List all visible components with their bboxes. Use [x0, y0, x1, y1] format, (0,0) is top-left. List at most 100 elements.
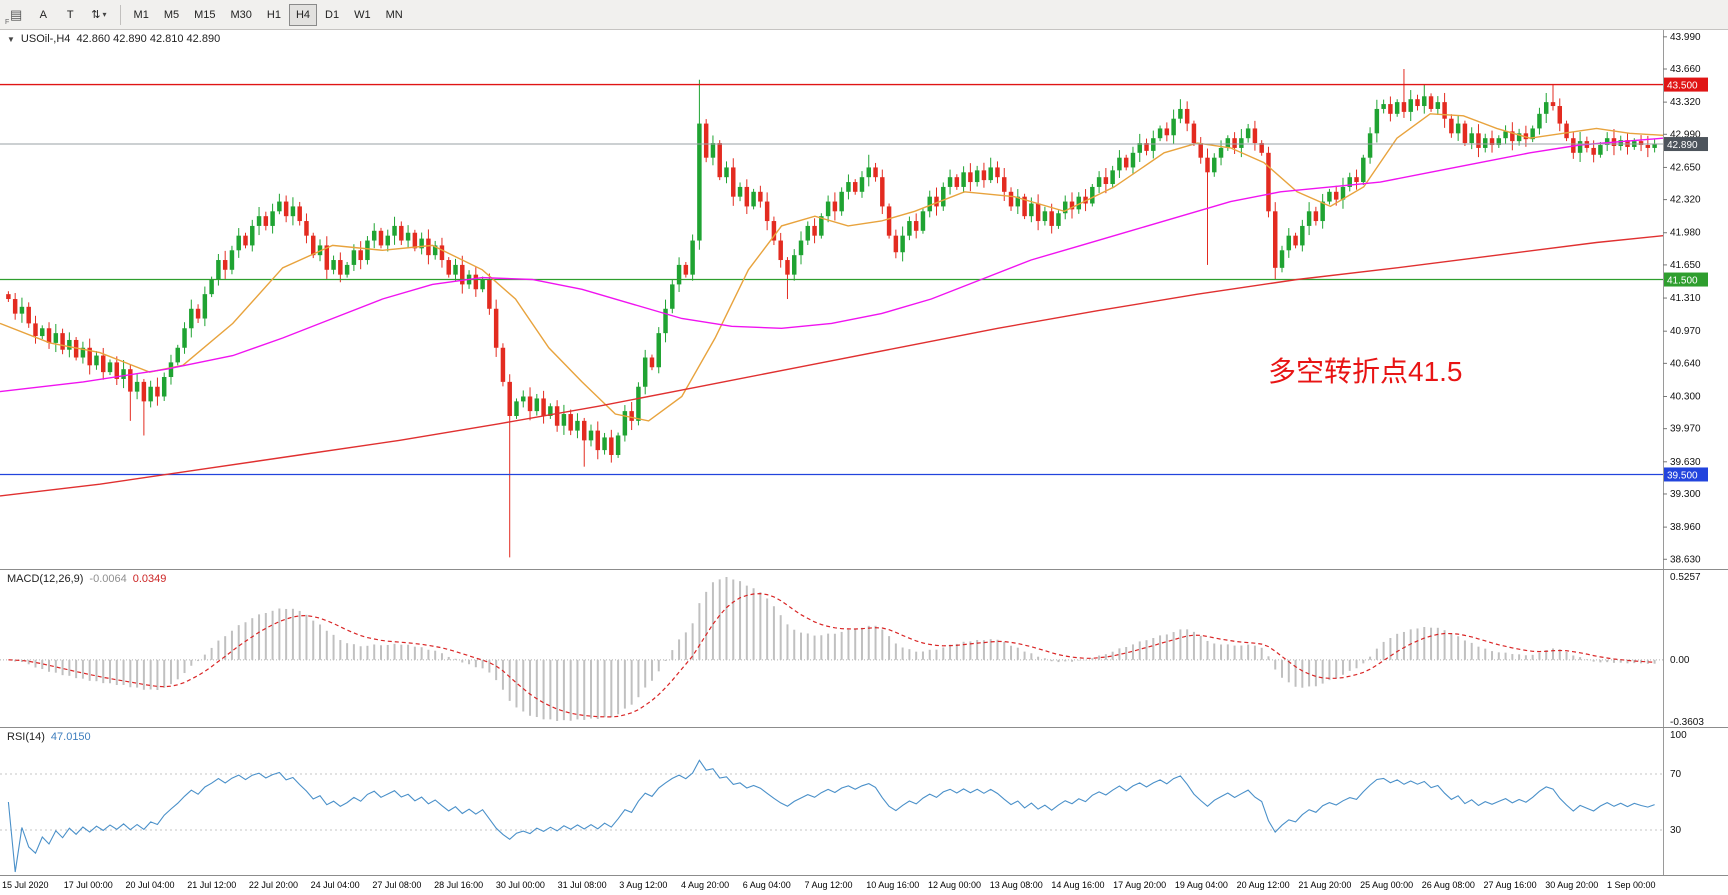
- candle-body: [1069, 201, 1075, 210]
- candle-body: [365, 240, 370, 261]
- time-axis-label: 20 Jul 04:00: [125, 880, 175, 890]
- time-axis-label: 20 Aug 12:00: [1236, 880, 1290, 890]
- candle-body: [1422, 96, 1427, 107]
- rsi-canvas[interactable]: 100 70 30: [0, 728, 1728, 875]
- candle-body: [798, 240, 804, 256]
- candle-body: [771, 221, 777, 241]
- candle-body: [53, 333, 59, 343]
- arrows-icon: ⇅: [91, 9, 101, 21]
- candle-body: [1537, 113, 1542, 129]
- candle-body: [1293, 235, 1298, 246]
- price-badge-label: 43.500: [1667, 81, 1698, 92]
- timeframe-button-m5[interactable]: M5: [157, 4, 186, 26]
- candle-body: [311, 235, 316, 256]
- candle-body: [1002, 177, 1007, 192]
- collapse-chart-icon[interactable]: ▼: [7, 34, 15, 44]
- candle-body: [1401, 102, 1407, 112]
- candle-body: [202, 294, 208, 319]
- price-chart-canvas[interactable]: 43.990 43.660 43.320 42.990 42.650 42.320 41.9…: [0, 30, 1728, 569]
- price-tick-label: 43.660: [1670, 64, 1701, 75]
- candle-body: [100, 355, 106, 373]
- candle-body: [1320, 201, 1325, 222]
- text-label-button[interactable]: T: [57, 4, 83, 26]
- candle-body: [338, 260, 343, 275]
- annotate-text-button[interactable]: A: [30, 4, 56, 26]
- timeframe-button-m1[interactable]: M1: [127, 4, 156, 26]
- candle-body: [1056, 213, 1061, 226]
- timeframe-button-d1[interactable]: D1: [318, 4, 346, 26]
- candle-body: [229, 250, 235, 270]
- price-badge: [1664, 272, 1708, 287]
- candle-body: [270, 211, 275, 226]
- candle-body: [1557, 106, 1563, 124]
- time-axis-label: 30 Jul 00:00: [495, 880, 545, 890]
- timeframe-button-w1[interactable]: W1: [347, 4, 378, 26]
- candle-body: [656, 333, 661, 368]
- candle-body: [209, 279, 214, 295]
- candle-body: [913, 221, 919, 231]
- time-axis-label: 24 Jul 04:00: [310, 880, 360, 890]
- candle-body: [737, 186, 743, 197]
- timeframe-button-h4[interactable]: H4: [288, 3, 318, 26]
- price-tick-label: 40.970: [1670, 326, 1701, 337]
- ma-mid-magenta: [0, 137, 1664, 393]
- candle-body: [453, 264, 458, 275]
- candle-body: [1252, 128, 1258, 144]
- candle-body: [534, 398, 540, 412]
- candle-body: [480, 279, 485, 290]
- candle-body: [1388, 104, 1393, 114]
- candle-body: [290, 206, 296, 217]
- time-axis-label: 13 Aug 08:00: [989, 880, 1043, 890]
- macd-scale-zero: 0.00: [1670, 655, 1690, 666]
- candle-body: [1137, 143, 1142, 153]
- candle-body: [1273, 211, 1278, 268]
- candle-body: [460, 264, 465, 285]
- candle-body: [1530, 128, 1535, 140]
- timeframe-button-h1[interactable]: H1: [260, 4, 288, 26]
- timeframe-button-m30[interactable]: M30: [224, 4, 259, 26]
- candle-body: [80, 347, 86, 358]
- candle-body: [900, 235, 905, 253]
- data-window-button[interactable]: ▤ F: [3, 4, 29, 26]
- macd-canvas[interactable]: 0.5257 0.00 -0.3603: [0, 570, 1728, 727]
- candle-body: [588, 430, 594, 441]
- price-badge-label: 41.500: [1667, 276, 1698, 287]
- candle-body: [1618, 140, 1623, 146]
- timeframe-button-m15[interactable]: M15: [187, 4, 222, 26]
- candle-body: [1435, 102, 1441, 109]
- candle-body: [1171, 118, 1176, 136]
- candle-body: [1489, 138, 1495, 146]
- candle-body: [568, 414, 573, 431]
- candle-body: [1564, 123, 1569, 139]
- candle-body: [378, 230, 384, 246]
- candle-body: [114, 362, 120, 379]
- line-tools-dropdown[interactable]: ⇅ ▾: [84, 4, 113, 26]
- candle-body: [1103, 177, 1109, 185]
- candle-body: [649, 357, 655, 368]
- time-axis[interactable]: 15 Jul 2020 17 Jul 00:00 20 Jul 04:00 21 Ju…: [0, 876, 1728, 894]
- price-badge: [1664, 467, 1708, 482]
- candle-body: [1300, 225, 1305, 246]
- candle-body: [399, 225, 404, 241]
- price-badge: [1664, 137, 1708, 152]
- candle-body: [1096, 177, 1102, 187]
- candle-body: [121, 369, 126, 379]
- caret-down-icon: ▾: [102, 10, 107, 19]
- candle-body: [521, 396, 526, 402]
- price-tick-label: 41.310: [1670, 293, 1701, 304]
- candle-body: [473, 274, 479, 290]
- candle-body: [663, 308, 668, 334]
- candle-body: [1286, 235, 1292, 251]
- timeframe-button-mn[interactable]: MN: [379, 4, 410, 26]
- candle-body: [1543, 102, 1549, 114]
- candle-body: [676, 264, 682, 285]
- candle-body: [1415, 99, 1420, 107]
- price-tick-label: 42.650: [1670, 162, 1701, 173]
- price-tick-label: 42.990: [1670, 129, 1701, 140]
- candle-body: [67, 339, 72, 350]
- candle-body: [792, 255, 797, 275]
- price-badge-label: 39.500: [1667, 470, 1698, 481]
- macd-histogram: [14, 577, 1656, 721]
- time-axis-label: 31 Jul 08:00: [557, 880, 607, 890]
